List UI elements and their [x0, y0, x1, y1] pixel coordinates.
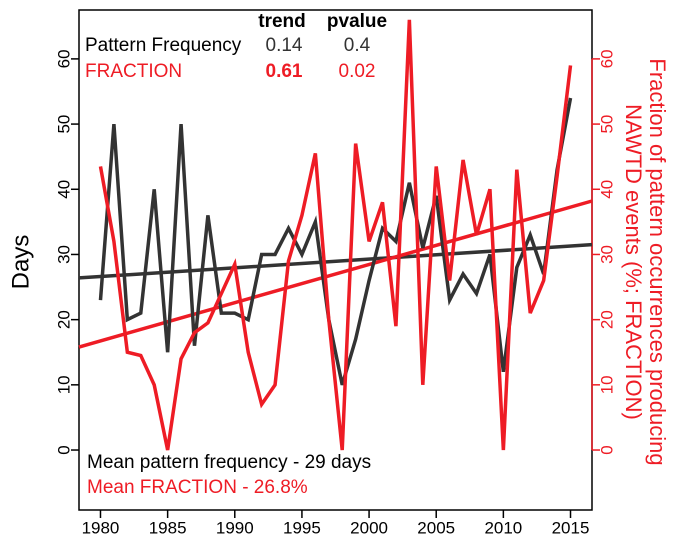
- y2-tick-label: 60: [597, 49, 616, 68]
- y2-axis-label: NAWTD events (%; FRACTION): [621, 104, 646, 420]
- x-tick-label: 1985: [149, 518, 187, 537]
- x-tick-label: 2015: [552, 518, 590, 537]
- table-trend: 0.14: [266, 35, 303, 56]
- y-tick-label: 30: [54, 245, 73, 264]
- legend-label: Pattern Frequency: [85, 35, 242, 56]
- x-tick-label: 1980: [82, 518, 120, 537]
- series-line: [98, 19, 573, 451]
- y-tick-label: 10: [54, 375, 73, 394]
- annotation: Mean FRACTION - 26.8%: [87, 477, 308, 498]
- y2-tick-label: 40: [597, 180, 616, 199]
- y-tick-label: 40: [54, 180, 73, 199]
- y-tick-label: 60: [54, 49, 73, 68]
- y2-tick-label: 10: [597, 375, 616, 394]
- x-tick-label: 1995: [283, 518, 321, 537]
- table-pvalue: 0.02: [339, 61, 376, 82]
- table-pvalue: 0.4: [344, 35, 371, 56]
- x-tick-label: 2000: [350, 518, 388, 537]
- table-trend: 0.61: [266, 61, 303, 82]
- y-axis-label: Days: [7, 235, 34, 290]
- y2-tick-label: 20: [597, 310, 616, 329]
- annotation: Mean pattern frequency - 29 days: [87, 452, 371, 473]
- legend-label: FRACTION: [85, 61, 182, 82]
- y-tick-label: 50: [54, 115, 73, 134]
- x-tick-label: 2005: [417, 518, 455, 537]
- x-tick-label: 2010: [484, 518, 522, 537]
- table-header: pvalue: [327, 11, 387, 32]
- series-line: [98, 97, 573, 386]
- y2-tick-label: 50: [597, 115, 616, 134]
- y2-axis-label: Fraction of pattern occurrences producin…: [645, 58, 670, 465]
- y2-tick-label: 0: [597, 445, 616, 454]
- table-header: trend: [258, 11, 306, 32]
- x-tick-label: 1990: [216, 518, 254, 537]
- y-tick-label: 20: [54, 310, 73, 329]
- y2-tick-label: 30: [597, 245, 616, 264]
- y-tick-label: 0: [54, 445, 73, 454]
- trend-line: [78, 242, 593, 280]
